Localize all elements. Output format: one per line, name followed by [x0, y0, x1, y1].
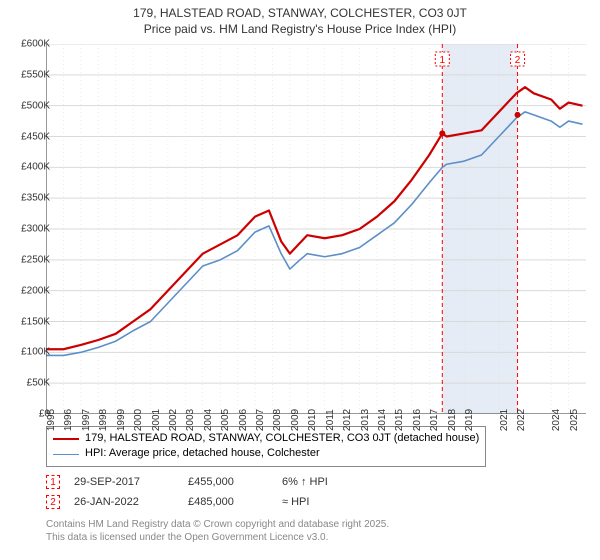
svg-text:1: 1 [440, 55, 446, 66]
x-tick-label: 2015 [394, 409, 405, 431]
price-chart: 12 [46, 44, 586, 414]
x-tick-label: 2013 [360, 409, 371, 431]
x-tick-label: 2000 [133, 409, 144, 431]
y-tick-label: £100K [10, 347, 54, 358]
sale-row: 1 29-SEP-2017 £455,000 6% ↑ HPI [46, 472, 362, 492]
x-tick-label: 2016 [412, 409, 423, 431]
footer-line2: This data is licensed under the Open Gov… [46, 531, 389, 544]
x-tick-label: 2022 [516, 409, 527, 431]
x-tick-label: 2017 [429, 409, 440, 431]
sale-marker: 1 [46, 475, 60, 489]
x-tick-label: 2006 [238, 409, 249, 431]
title-line2: Price paid vs. HM Land Registry's House … [0, 22, 600, 38]
x-tick-label: 2009 [290, 409, 301, 431]
x-tick-label: 2012 [342, 409, 353, 431]
y-tick-label: £500K [10, 100, 54, 111]
sale-events: 1 29-SEP-2017 £455,000 6% ↑ HPI 2 26-JAN… [46, 472, 362, 512]
y-tick-label: £250K [10, 254, 54, 265]
chart-title: 179, HALSTEAD ROAD, STANWAY, COLCHESTER,… [0, 0, 600, 37]
x-tick-label: 1997 [81, 409, 92, 431]
svg-text:2: 2 [515, 55, 521, 66]
y-tick-label: £550K [10, 69, 54, 80]
x-tick-label: 1998 [98, 409, 109, 431]
sale-row: 2 26-JAN-2022 £485,000 ≈ HPI [46, 492, 362, 512]
legend-swatch [53, 438, 79, 440]
y-tick-label: £150K [10, 316, 54, 327]
legend-label: 179, HALSTEAD ROAD, STANWAY, COLCHESTER,… [85, 431, 479, 446]
sale-price: £455,000 [188, 476, 268, 488]
title-line1: 179, HALSTEAD ROAD, STANWAY, COLCHESTER,… [0, 6, 600, 22]
footer: Contains HM Land Registry data © Crown c… [46, 518, 389, 544]
x-tick-label: 2001 [151, 409, 162, 431]
x-tick-label: 2024 [551, 409, 562, 431]
y-tick-label: £450K [10, 131, 54, 142]
footer-line1: Contains HM Land Registry data © Crown c… [46, 518, 389, 531]
x-tick-label: 2025 [569, 409, 580, 431]
legend: 179, HALSTEAD ROAD, STANWAY, COLCHESTER,… [46, 426, 486, 467]
y-tick-label: £400K [10, 162, 54, 173]
x-tick-label: 1995 [46, 409, 57, 431]
legend-label: HPI: Average price, detached house, Colc… [85, 446, 320, 461]
x-tick-label: 2019 [464, 409, 475, 431]
sale-marker: 2 [46, 495, 60, 509]
x-tick-label: 2003 [185, 409, 196, 431]
legend-item: 179, HALSTEAD ROAD, STANWAY, COLCHESTER,… [53, 431, 479, 446]
y-tick-label: £200K [10, 285, 54, 296]
sale-pct: ≈ HPI [282, 496, 362, 508]
x-tick-label: 2018 [447, 409, 458, 431]
sale-date: 29-SEP-2017 [74, 476, 174, 488]
sale-date: 26-JAN-2022 [74, 496, 174, 508]
x-tick-label: 2021 [499, 409, 510, 431]
x-tick-label: 2002 [168, 409, 179, 431]
legend-swatch [53, 454, 79, 455]
x-tick-label: 1999 [116, 409, 127, 431]
x-tick-label: 2011 [325, 409, 336, 431]
x-tick-label: 2004 [203, 409, 214, 431]
sale-price: £485,000 [188, 496, 268, 508]
y-tick-label: £350K [10, 193, 54, 204]
x-tick-label: 2010 [307, 409, 318, 431]
x-tick-label: 2007 [255, 409, 266, 431]
x-tick-label: 2008 [272, 409, 283, 431]
x-tick-label: 2005 [220, 409, 231, 431]
sale-pct: 6% ↑ HPI [282, 476, 362, 488]
y-tick-label: £600K [10, 39, 54, 50]
y-tick-label: £300K [10, 224, 54, 235]
legend-item: HPI: Average price, detached house, Colc… [53, 446, 479, 461]
y-tick-label: £50K [10, 378, 54, 389]
x-tick-label: 2014 [377, 409, 388, 431]
x-tick-label: 1996 [63, 409, 74, 431]
